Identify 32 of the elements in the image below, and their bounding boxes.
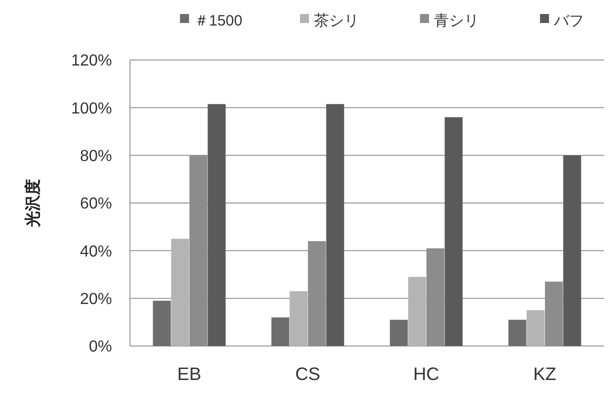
bar xyxy=(544,282,563,346)
y-tick-label: 20% xyxy=(80,290,112,308)
legend-label: 茶シリ xyxy=(314,12,359,30)
bar xyxy=(408,276,426,346)
bar xyxy=(208,104,226,346)
bar xyxy=(508,320,526,346)
x-tick-label: KZ xyxy=(533,364,556,384)
bar xyxy=(290,291,308,346)
bar xyxy=(189,155,208,346)
bar xyxy=(390,320,408,346)
bar xyxy=(326,104,344,346)
bar xyxy=(308,241,326,346)
legend-label: ＃1500 xyxy=(194,12,242,30)
x-tick-label: CS xyxy=(295,364,320,384)
y-tick-label: 100% xyxy=(71,100,112,118)
x-tick-label: EB xyxy=(177,364,202,384)
bar xyxy=(526,310,545,346)
legend-label: バフ xyxy=(553,12,584,30)
bar xyxy=(426,248,444,346)
y-tick-label: 60% xyxy=(80,196,112,213)
bar xyxy=(444,117,463,346)
bar xyxy=(271,317,290,346)
legend-label: 青シリ xyxy=(434,12,479,30)
bar xyxy=(171,238,190,346)
bar xyxy=(152,300,171,346)
y-tick-label: 0% xyxy=(88,338,112,356)
y-tick-label: 40% xyxy=(80,243,112,260)
bar xyxy=(563,155,582,346)
y-tick-label: 80% xyxy=(80,148,112,165)
x-tick-label: HC xyxy=(413,364,440,384)
y-tick-label: 120% xyxy=(71,52,112,70)
y-axis-title: 光沢度 xyxy=(23,179,42,228)
